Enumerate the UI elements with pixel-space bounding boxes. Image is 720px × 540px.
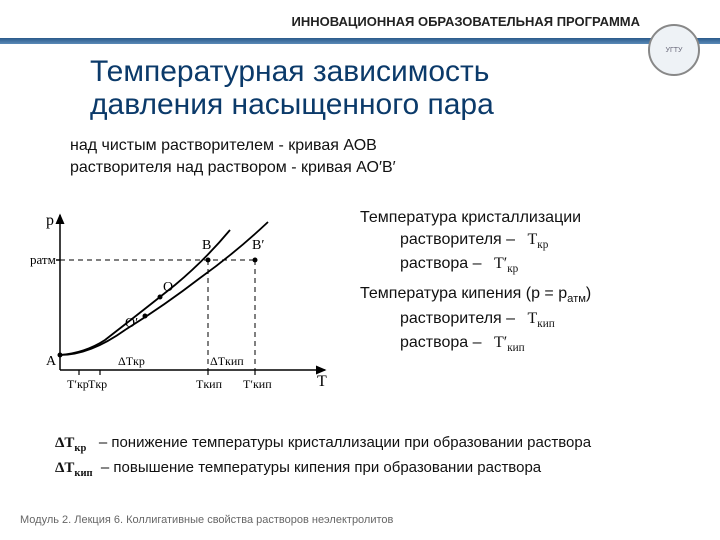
svg-text:O: O: [163, 280, 173, 295]
label: Температура кипения (р = р: [360, 285, 567, 302]
pressure-temperature-diagram: р Tpатм A O O′ B B′ T′крTкр Tкип T′кип ΔTкр ΔTкип: [30, 205, 340, 405]
delta-Tkr-line: ΔTкр – понижение температуры кристаллиза…: [55, 432, 695, 457]
footer-text: Модуль 2. Лекция 6. Коллигативные свойст…: [20, 514, 393, 526]
svg-text:A: A: [46, 354, 57, 369]
definitions-block: Температура кристаллизации растворителя …: [360, 205, 710, 358]
label: растворителя –: [400, 231, 515, 248]
title-line-2: давления насыщенного пара: [90, 88, 494, 121]
header-bar: [0, 38, 720, 44]
symbol-Tkip-prime: T′кип: [486, 334, 525, 351]
crystallization-heading: Температура кристаллизации: [360, 209, 710, 227]
svg-text:pатм: pатм: [30, 252, 56, 267]
page-title: Температурная зависимость давления насыщ…: [90, 55, 630, 121]
delta-Tkip-line: ΔTкип – повышение температуры кипения пр…: [55, 457, 695, 482]
symbol-Tkip: Tкип: [520, 310, 555, 327]
symbol-Tkr: Tкр: [520, 231, 549, 248]
label: растворителя –: [400, 310, 515, 327]
title-line-1: Температурная зависимость: [90, 55, 489, 88]
boiling-solvent: растворителя – Tкип: [360, 310, 710, 330]
boiling-solution: раствора – T′кип: [360, 334, 710, 354]
boiling-heading: Температура кипения (р = ратм): [360, 285, 710, 305]
university-logo-icon: УГТУ: [648, 24, 700, 76]
svg-text:B: B: [202, 238, 211, 253]
svg-text:T′кип: T′кип: [243, 377, 272, 391]
svg-text:T: T: [317, 373, 327, 390]
svg-text:Tкр: Tкр: [88, 377, 107, 391]
sub: атм: [567, 294, 586, 306]
program-header: ИННОВАЦИОННАЯ ОБРАЗОВАТЕЛЬНАЯ ПРОГРАММА: [292, 14, 640, 29]
subtitle-line-1: над чистым растворителем - кривая АОВ: [70, 137, 377, 154]
symbol-dTkip: ΔTкип: [55, 460, 93, 476]
svg-text:ΔTкр: ΔTкр: [118, 354, 145, 368]
svg-text:B′: B′: [252, 238, 264, 253]
svg-text:O′: O′: [125, 316, 138, 331]
svg-text:р: р: [46, 212, 54, 229]
symbol-Tkr-prime: T′кр: [486, 255, 518, 272]
svg-text:ΔTкип: ΔTкип: [210, 354, 244, 368]
symbol-dTkr: ΔTкр: [55, 435, 86, 451]
svg-text:Tкип: Tкип: [196, 377, 223, 391]
svg-text:T′кр: T′кр: [67, 377, 89, 391]
subtitle-block: над чистым растворителем - кривая АОВ ра…: [70, 135, 396, 180]
crystallization-solvent: растворителя – Tкр: [360, 231, 710, 251]
delta-definitions: ΔTкр – понижение температуры кристаллиза…: [55, 432, 695, 482]
text: – повышение температуры кипения при обра…: [101, 459, 541, 476]
label: раствора –: [400, 255, 481, 272]
subtitle-line-2: растворителя над раствором - кривая АО′В…: [70, 159, 396, 176]
label: раствора –: [400, 334, 481, 351]
crystallization-solution: раствора – T′кр: [360, 255, 710, 275]
label: ): [586, 285, 591, 302]
text: – понижение температуры кристаллизации п…: [99, 434, 591, 451]
